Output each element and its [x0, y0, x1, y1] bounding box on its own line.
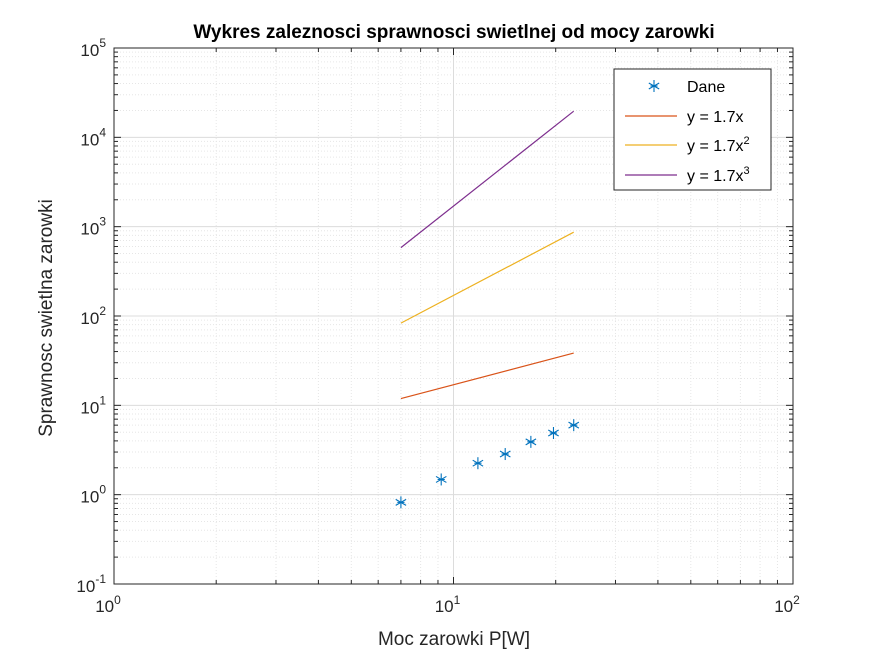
y-tick-label: 104 — [80, 125, 106, 149]
data-point-dane — [499, 448, 511, 461]
legend-entry: y = 1.7x3 — [625, 165, 750, 185]
x-axis-label: Moc zarowki P[W] — [378, 629, 530, 650]
x-tick-label: 102 — [774, 593, 800, 616]
legend-entry: y = 1.7x2 — [625, 135, 750, 155]
axes-frame — [113, 47, 794, 585]
legend: Dane y = 1.7x y = 1.7x2 y = 1.7x3 — [613, 68, 772, 191]
series-line-2 — [400, 231, 574, 324]
legend-entry: y = 1.7x — [625, 109, 743, 126]
y-axis-label: Sprawnosc swietlna zarowki — [36, 199, 57, 437]
data-point-dane — [548, 427, 559, 440]
y-tick-label: 10-1 — [76, 572, 106, 596]
series-line-1 — [400, 352, 574, 400]
data-point-dane — [568, 419, 580, 432]
y-tick-label: 103 — [80, 215, 106, 239]
legend-box — [613, 68, 772, 191]
legend-label: y = 1.7x2 — [687, 135, 750, 155]
data-point-dane — [525, 435, 537, 448]
y-tick-label: 102 — [80, 304, 106, 328]
legend-label: y = 1.7x — [687, 109, 743, 126]
legend-label: y = 1.7x3 — [687, 165, 750, 185]
x-tick-labels: 100 101 102 — [95, 593, 800, 616]
legend-entry: Dane — [648, 79, 725, 96]
x-tick-label: 100 — [95, 593, 121, 616]
chart-title: Wykres zaleznosci sprawnosci swietlnej o… — [193, 22, 714, 43]
data-point-dane — [472, 457, 484, 470]
legend-label: Dane — [687, 79, 725, 96]
series-line-3 — [400, 110, 575, 249]
series-layer — [395, 110, 580, 509]
legend-marker — [648, 80, 660, 92]
x-tick-label: 101 — [435, 593, 461, 616]
y-tick-label: 105 — [80, 36, 106, 60]
y-tick-labels: 10-1 100 101 102 103 104 105 — [76, 36, 106, 596]
data-point-dane — [395, 496, 407, 509]
data-point-dane — [435, 473, 447, 486]
y-tick-label: 101 — [80, 393, 106, 417]
y-tick-label: 100 — [80, 483, 106, 507]
